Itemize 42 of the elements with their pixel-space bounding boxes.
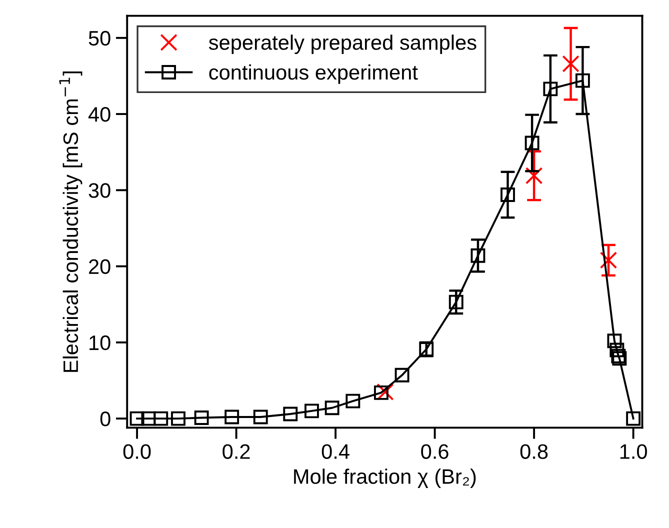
x-tick-label: 0.2 [222, 444, 250, 459]
point [194, 410, 209, 426]
point [283, 406, 298, 422]
point [224, 410, 240, 424]
x-tick-label: 0.8 [520, 444, 548, 459]
point [346, 394, 360, 408]
point [543, 82, 558, 96]
legend-label: continuous experiment [209, 64, 418, 84]
point [562, 55, 580, 72]
point [607, 334, 622, 348]
y-axis-title: Electrical conductivity [mS cm$^{−1}$] [59, 72, 82, 372]
point [374, 385, 388, 400]
x-tick-label: 1.0 [620, 444, 647, 459]
point [154, 411, 168, 426]
y-tick-label: 20 [89, 259, 110, 274]
point [171, 411, 186, 426]
point [525, 167, 543, 184]
point [130, 411, 144, 426]
x-tick-label: 0.4 [322, 444, 350, 459]
x-tick-label: 0.6 [421, 444, 448, 459]
point [448, 294, 464, 310]
point [304, 404, 319, 418]
y-tick-label: 50 [88, 30, 110, 46]
y-tick-label: 0 [100, 412, 110, 426]
y-tick-label: 30 [88, 183, 110, 198]
point [500, 188, 515, 202]
point [626, 411, 641, 426]
y-tick-label: 10 [90, 335, 110, 350]
point [141, 411, 156, 426]
y-tick-label: 40 [88, 107, 110, 122]
x-tick-label: 0.0 [123, 444, 151, 459]
point [524, 136, 540, 150]
point [324, 400, 340, 416]
point [470, 248, 486, 263]
point [610, 342, 624, 358]
legend-label: seperately prepared samples [208, 34, 476, 54]
x-axis-title: Mole fraction χ (Br₂) [294, 468, 476, 488]
point [376, 383, 394, 401]
point [394, 368, 410, 382]
point [253, 410, 268, 424]
point [575, 73, 590, 88]
point [600, 252, 618, 269]
